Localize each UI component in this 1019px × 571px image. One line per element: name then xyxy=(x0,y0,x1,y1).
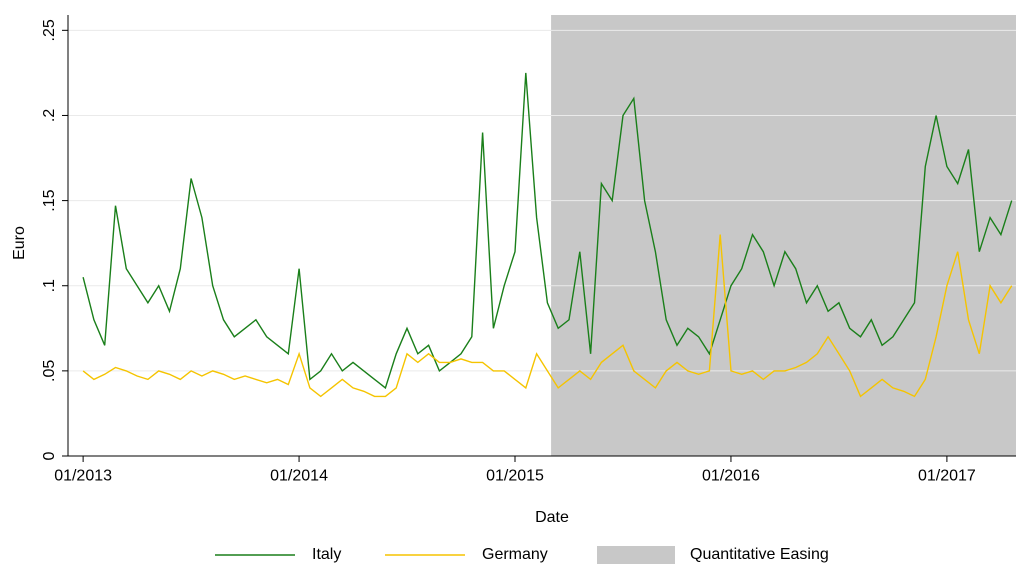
legend-label: Italy xyxy=(312,546,341,563)
x-axis-title: Date xyxy=(535,509,569,526)
y-tick-label: .05 xyxy=(41,360,58,382)
x-tick-label: 01/2017 xyxy=(918,467,976,484)
x-tick-label: 01/2016 xyxy=(702,467,760,484)
y-tick-label: .2 xyxy=(41,109,58,122)
y-tick-label: .15 xyxy=(41,189,58,211)
y-tick-label: .1 xyxy=(41,279,58,292)
y-tick-label: 0 xyxy=(41,451,58,460)
legend-swatch xyxy=(597,546,675,564)
y-axis-title: Euro xyxy=(11,226,28,260)
line-germany xyxy=(82,234,1013,398)
legend-label: Quantitative Easing xyxy=(690,546,829,563)
shade-region xyxy=(551,15,1016,456)
y-tick-label: .25 xyxy=(41,19,58,41)
x-tick-label: 01/2013 xyxy=(54,467,112,484)
x-tick-label: 01/2014 xyxy=(270,467,328,484)
x-tick-label: 01/2015 xyxy=(486,467,544,484)
legend-label: Germany xyxy=(482,546,548,563)
line-italy xyxy=(82,72,1013,390)
